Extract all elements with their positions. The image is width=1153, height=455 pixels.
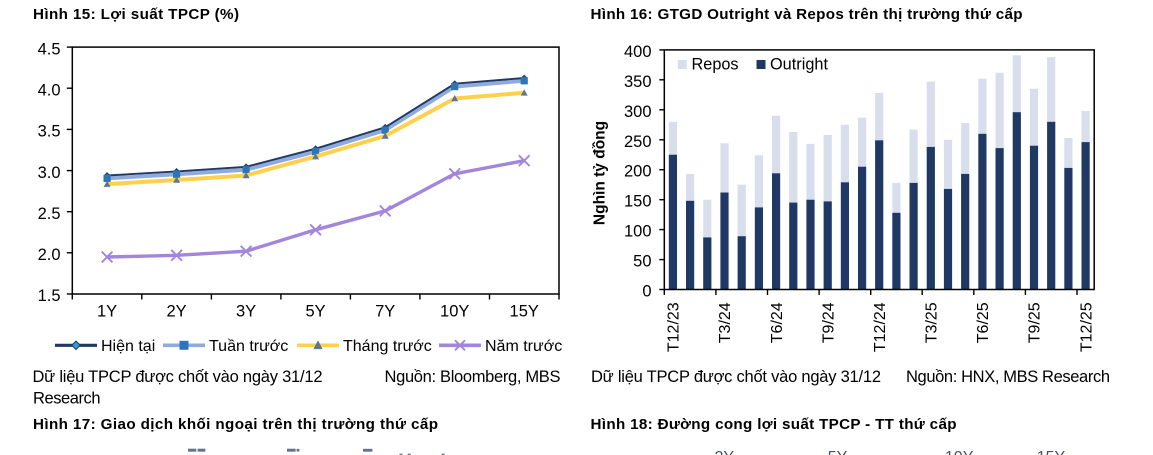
svg-text:10Y: 10Y [440,303,469,321]
svg-text:Hiện tại: Hiện tại [101,338,155,355]
svg-text:T6/25: T6/25 [975,302,992,343]
svg-text:Dữ liệu TPCP được chốt vào ngà: Dữ liệu TPCP được chốt vào ngày 31/12 [33,368,323,386]
svg-text:Hình 15: Lợi suất TPCP (%): Hình 15: Lợi suất TPCP (%) [33,6,239,23]
svg-text:2.0: 2.0 [38,246,61,264]
svg-text:4.5: 4.5 [38,40,61,58]
svg-text:15Y: 15Y [1037,449,1066,455]
svg-text:5Y: 5Y [828,449,848,455]
svg-text:50: 50 [633,253,651,271]
svg-text:T3/25: T3/25 [924,302,941,343]
svg-text:3.5: 3.5 [38,123,61,141]
svg-text:300: 300 [624,103,652,121]
svg-text:Tháng trước: Tháng trước [343,338,432,355]
svg-text:4.0: 4.0 [38,82,61,100]
svg-text:150: 150 [624,193,652,211]
svg-text:Tuần trước: Tuần trước [209,338,288,355]
svg-text:Outright: Outright [770,56,828,74]
svg-text:350: 350 [624,73,652,91]
svg-text:1.5: 1.5 [38,287,61,305]
svg-text:Hình 16: GTGD Outright và Repo: Hình 16: GTGD Outright và Repos trên thị… [591,6,1023,23]
svg-text:Năm trước: Năm trước [485,338,562,355]
svg-text:100: 100 [624,223,652,241]
svg-text:250: 250 [624,133,652,151]
svg-text:Dữ liệu TPCP được chốt vào ngà: Dữ liệu TPCP được chốt vào ngày 31/12 [591,368,881,386]
svg-text:400: 400 [624,43,652,61]
svg-text:10Y: 10Y [945,449,974,455]
svg-text:T6/24: T6/24 [769,302,786,343]
svg-text:3.0: 3.0 [38,164,61,182]
svg-text:T12/23: T12/23 [666,302,683,352]
svg-text:200: 200 [624,163,652,181]
svg-text:T3/24: T3/24 [717,302,734,343]
svg-text:3Y: 3Y [236,303,256,321]
svg-text:2Y: 2Y [167,303,187,321]
svg-text:Hình 17: Giao dịch khối ngoại: Hình 17: Giao dịch khối ngoại trên thị t… [33,416,438,433]
svg-text:15Y: 15Y [510,303,539,321]
svg-text:Nguồn: HNX, MBS Research: Nguồn: HNX, MBS Research [906,368,1110,386]
svg-text:7Y: 7Y [375,303,395,321]
svg-text:5Y: 5Y [306,303,326,321]
svg-text:T12/25: T12/25 [1078,302,1095,352]
svg-text:0: 0 [642,283,651,301]
svg-text:2.5: 2.5 [38,205,61,223]
svg-text:Nghìn tỷ đồng: Nghìn tỷ đồng [592,121,609,225]
svg-text:Hình 18: Đường cong lợi suất T: Hình 18: Đường cong lợi suất TPCP - TT t… [591,416,957,433]
svg-text:T9/24: T9/24 [820,302,837,343]
svg-text:Research: Research [33,390,101,408]
svg-text:Repos: Repos [692,56,739,74]
svg-text:1Y: 1Y [97,303,117,321]
svg-text:T9/25: T9/25 [1027,302,1044,343]
svg-text:T12/24: T12/24 [872,302,889,352]
svg-text:Nguồn: Bloomberg, MBS: Nguồn: Bloomberg, MBS [385,368,561,386]
svg-text:2Y: 2Y [715,449,735,455]
